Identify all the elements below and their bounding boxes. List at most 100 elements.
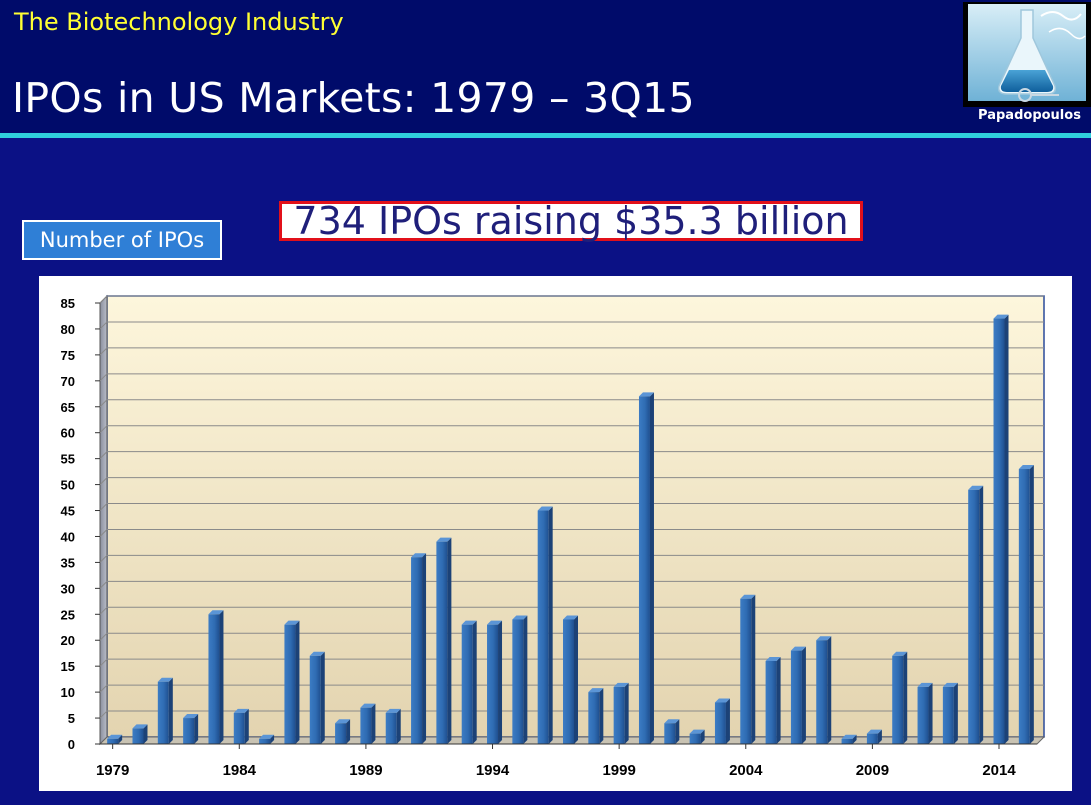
bar-side	[953, 682, 958, 744]
bar-top	[284, 620, 300, 625]
x-tick-label: 1999	[602, 762, 635, 779]
bar-side	[168, 677, 173, 744]
y-tick-label: 5	[68, 711, 75, 726]
y-tick-label: 45	[61, 504, 75, 519]
bar	[385, 712, 397, 744]
bar	[968, 489, 980, 744]
bar-top	[563, 615, 578, 620]
x-tick-label: 2009	[856, 762, 889, 779]
y-tick-label: 60	[61, 426, 75, 441]
bar-top	[993, 314, 1009, 319]
bar	[233, 712, 245, 744]
bar-top	[132, 724, 148, 729]
summary-text: 734 IPOs raising $35.3 billion	[293, 199, 849, 243]
bar	[993, 318, 1005, 744]
gridline-side	[99, 555, 108, 563]
bar	[461, 624, 473, 744]
bar-side	[877, 729, 882, 744]
bar-side	[523, 615, 528, 744]
bar-side	[498, 620, 503, 744]
chart-side-wall	[99, 294, 108, 746]
bar-side	[118, 734, 123, 744]
bar	[790, 650, 802, 744]
bar-top	[360, 703, 376, 708]
bar	[841, 738, 853, 744]
bar-side	[725, 698, 730, 744]
bar-top	[740, 594, 756, 599]
bar-side	[396, 708, 401, 744]
bar	[487, 624, 499, 744]
bar	[638, 396, 650, 744]
gridline-side	[99, 373, 108, 382]
bar-top	[968, 485, 984, 490]
ipo-bar-chart: 0 5 10 15 20 25 30 35 40 45 50 55 60 65 70 75 80 85 1979 19…	[61, 294, 1046, 779]
gridline-side	[99, 321, 108, 330]
bar	[259, 738, 271, 744]
bar-side	[422, 553, 427, 744]
y-tick-label: 40	[61, 529, 75, 544]
x-tick-label: 2014	[982, 762, 1016, 779]
bar-top	[208, 610, 224, 615]
bar	[563, 619, 574, 744]
bar-top	[335, 719, 351, 724]
bar-top	[411, 553, 427, 558]
bar-top	[917, 682, 933, 687]
logo-image	[963, 2, 1091, 107]
header-bar	[0, 0, 1091, 137]
bar	[132, 728, 144, 744]
bar	[917, 686, 929, 744]
bar-side	[776, 656, 781, 744]
header-divider	[0, 133, 1091, 138]
bar-side	[194, 714, 199, 744]
bar	[664, 723, 676, 744]
slide-title: IPOs in US Markets: 1979 – 3Q15	[12, 74, 695, 122]
bar-top	[461, 620, 477, 625]
bar	[309, 655, 321, 744]
logo-caption: Papadopoulos	[978, 108, 1081, 123]
gridline-side	[99, 295, 108, 304]
x-tick-label: 1989	[349, 762, 382, 779]
y-tick-label: 10	[61, 685, 75, 700]
bar-top	[385, 708, 401, 713]
slide-subtitle: The Biotechnology Industry	[14, 8, 344, 36]
bar-side	[903, 651, 908, 744]
bar	[360, 707, 372, 744]
y-tick-label: 65	[61, 400, 75, 415]
bar-top	[537, 506, 553, 511]
gridline-side	[99, 684, 108, 693]
gridline-side	[99, 710, 108, 719]
y-tick-label: 0	[68, 737, 75, 752]
y-tick-label: 70	[61, 374, 75, 389]
legend-label: Number of IPOs	[39, 228, 205, 252]
bar-top	[664, 719, 680, 724]
chart-panel: 0 5 10 15 20 25 30 35 40 45 50 55 60 65 70 75 80 85 1979 19…	[39, 276, 1072, 791]
bar	[613, 686, 625, 744]
bar-top	[841, 734, 857, 739]
bar-side	[574, 615, 578, 744]
gridline-side	[99, 399, 108, 408]
bar	[183, 718, 195, 744]
bar	[1018, 469, 1030, 744]
flask-logo-icon	[968, 4, 1086, 102]
bar-top	[512, 615, 528, 620]
bar-top	[638, 392, 654, 397]
bar-side	[244, 708, 249, 744]
bar	[765, 660, 777, 744]
bar-side	[979, 485, 984, 744]
bar-side	[827, 636, 832, 744]
bar-top	[107, 734, 123, 739]
bar-side	[295, 620, 300, 744]
bar-top	[588, 688, 604, 693]
gridline-side	[99, 606, 108, 615]
gridline-side	[99, 529, 108, 537]
bar-top	[157, 677, 173, 682]
bar-side	[801, 646, 806, 744]
gridline-side	[99, 503, 108, 511]
bar-top	[1018, 465, 1034, 470]
bar-top	[714, 698, 730, 703]
gridline-side	[99, 425, 108, 434]
gridline-side	[99, 347, 108, 356]
bar	[157, 681, 169, 744]
bar	[892, 655, 904, 744]
bar-side	[928, 682, 933, 744]
